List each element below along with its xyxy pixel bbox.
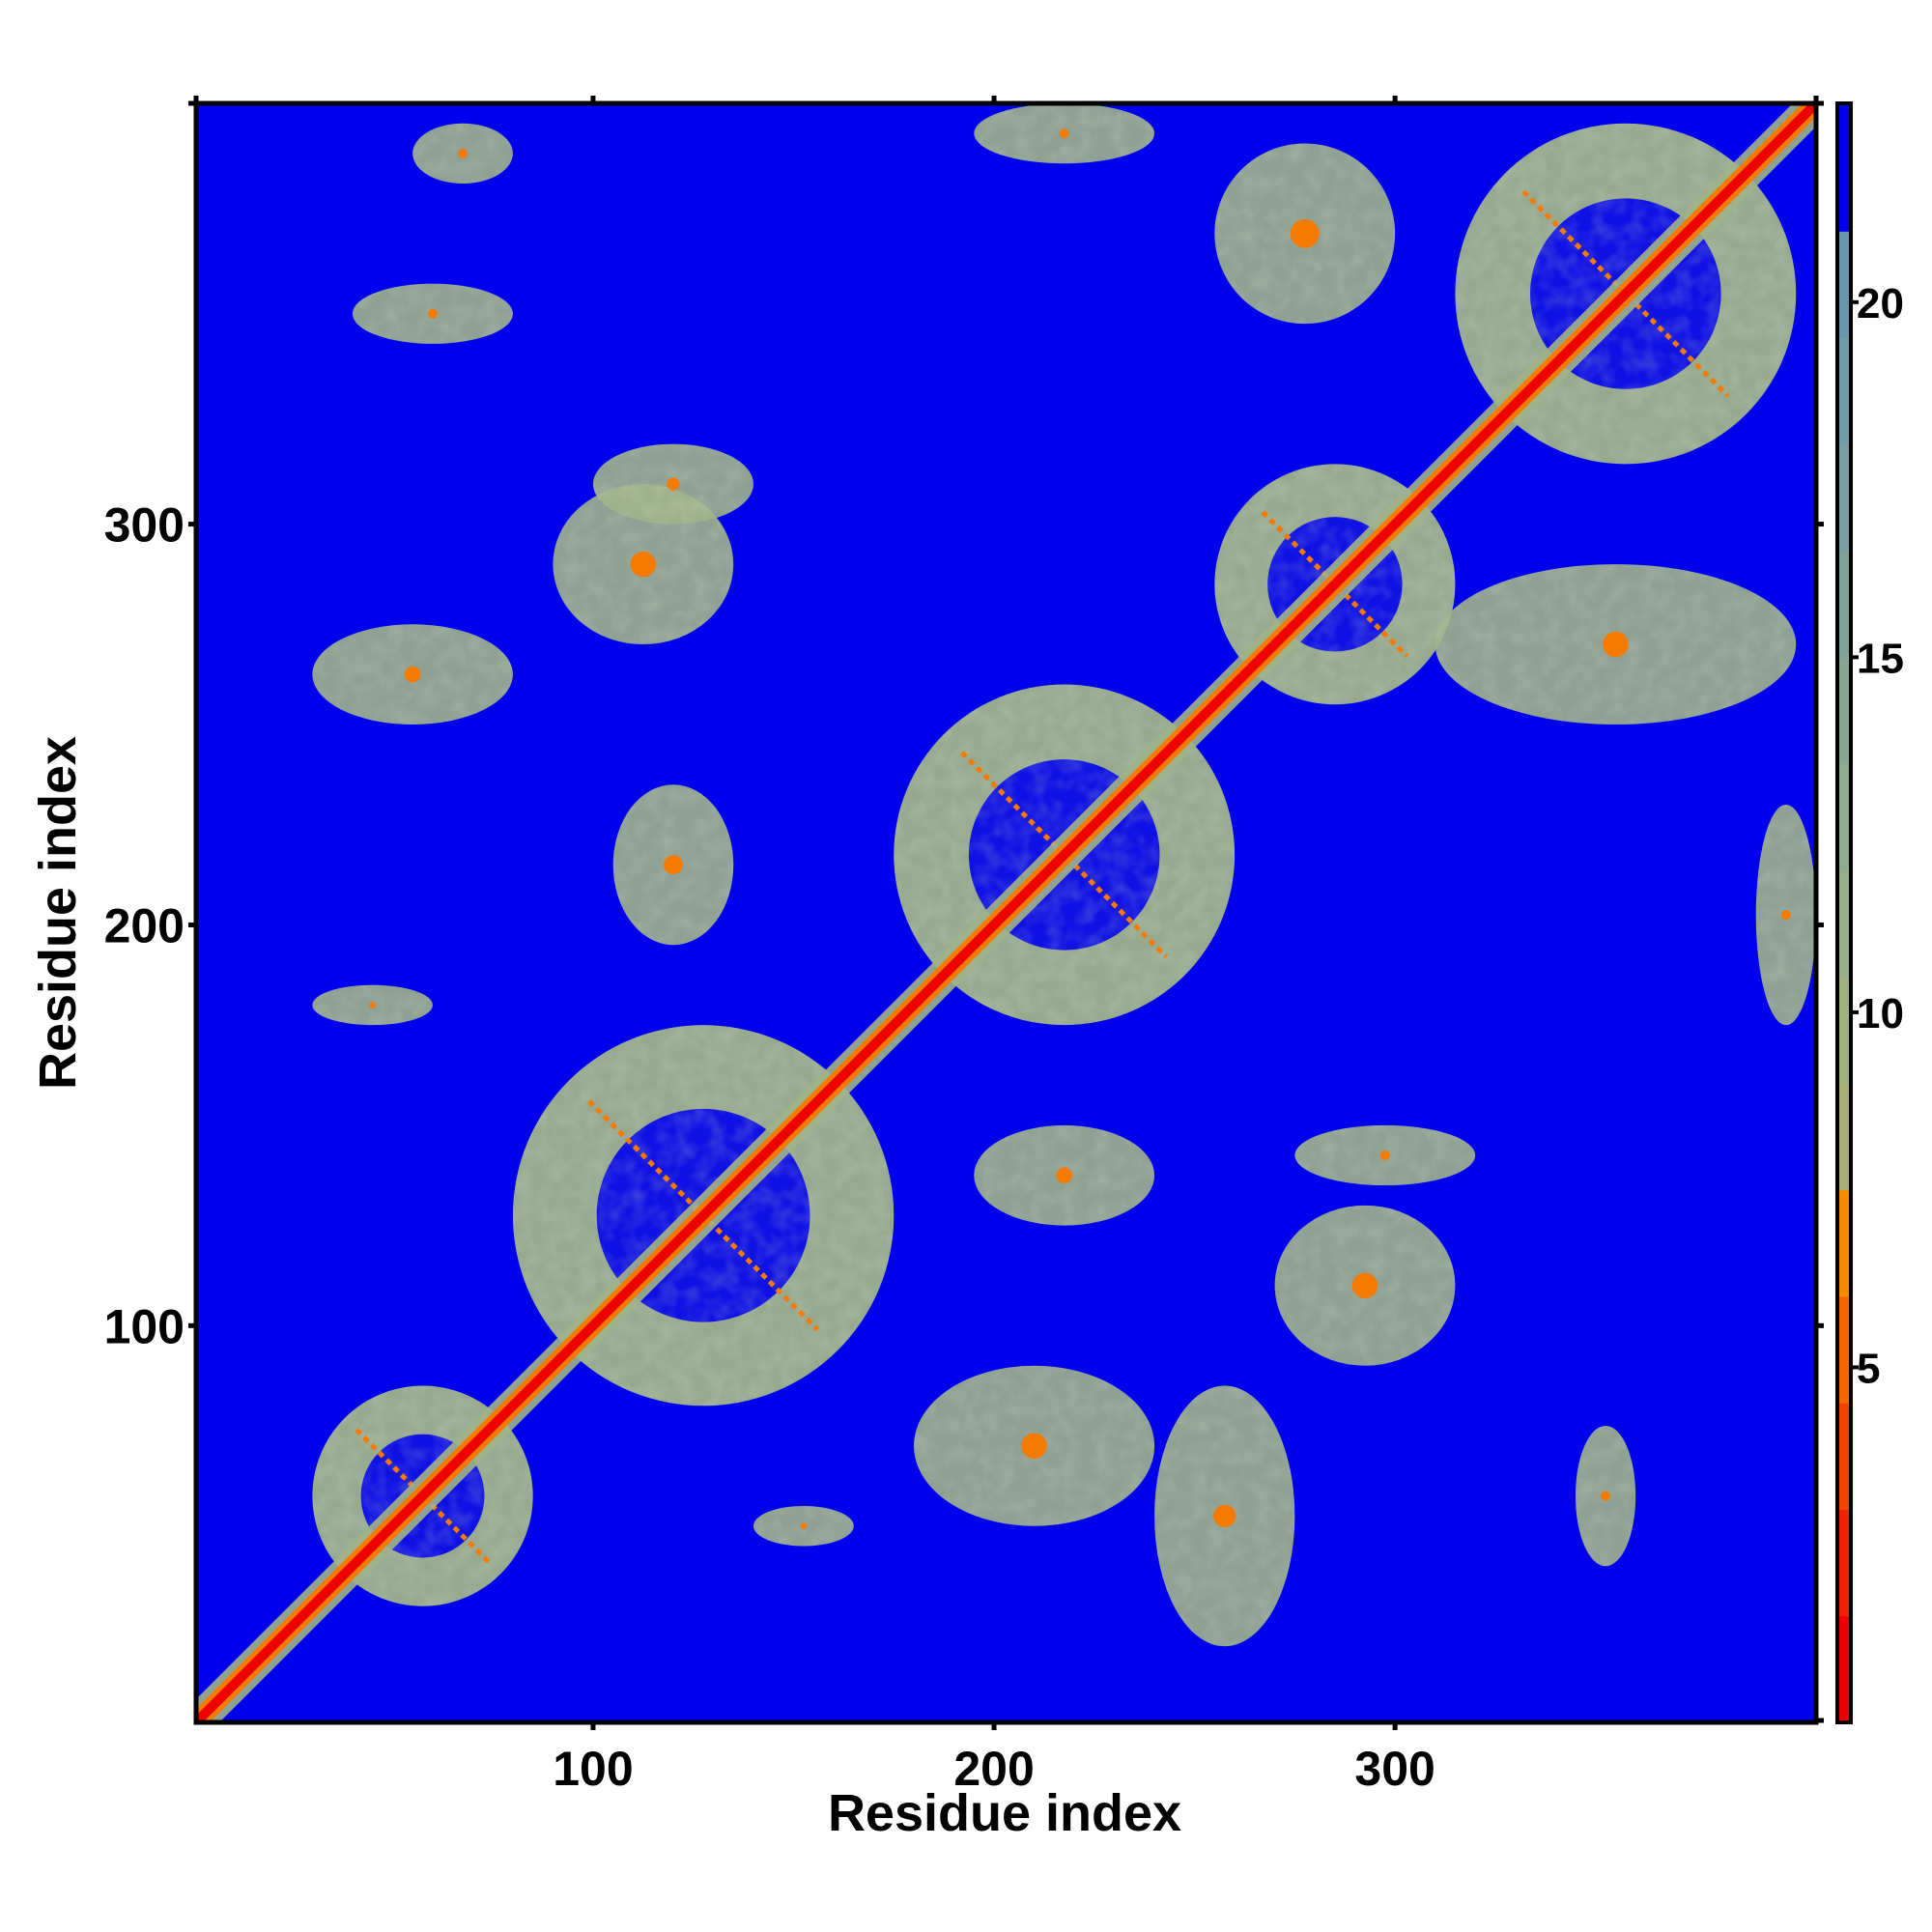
colorbar-frame: [1835, 101, 1853, 1724]
contact-cluster: [312, 624, 513, 725]
heatmap-plot-area: [196, 103, 1816, 1722]
close-contact-dot: [1059, 128, 1069, 139]
contact-cluster: [1154, 1385, 1295, 1647]
contact-cluster: [914, 1365, 1155, 1526]
close-contact-dot: [664, 855, 683, 875]
colorbar-band: [1837, 1083, 1851, 1191]
x-axis-title: Residue index: [828, 1784, 1181, 1842]
diagonal-band: [196, 103, 1816, 1722]
close-contact-dot: [1780, 910, 1791, 921]
colorbar-tick-label: 10: [1857, 990, 1904, 1037]
colorbar-band: [1837, 337, 1851, 445]
contact-cluster: [612, 784, 734, 946]
close-contact-dot: [1601, 1491, 1611, 1501]
colorbar-band: [1837, 443, 1851, 552]
close-contact-streak: [1521, 189, 1730, 398]
close-contact-dot: [630, 551, 657, 578]
close-contact-dot: [1351, 1272, 1378, 1299]
top-axis-ticks: [193, 96, 1819, 103]
x-tick-label: 100: [553, 1742, 633, 1796]
close-contact-streak: [960, 751, 1169, 959]
colorbar-tick-label: 15: [1857, 635, 1904, 682]
x-axis-ticks: 100 200 300: [553, 1722, 1435, 1796]
colorbar-band: [1837, 1403, 1851, 1510]
contact-cluster: [1435, 564, 1797, 725]
contact-cluster: [1755, 804, 1816, 1026]
contact-cluster: [553, 484, 734, 645]
contact-cluster: [753, 1505, 854, 1547]
close-contact-dot: [458, 148, 469, 158]
colorbar-tick-label: 5: [1857, 1345, 1880, 1392]
close-contact-dot: [427, 308, 438, 319]
contact-cluster: [312, 984, 433, 1026]
contact-cluster: [352, 283, 513, 344]
contact-cluster: [1575, 1426, 1636, 1567]
x-tick-label: 300: [1354, 1742, 1435, 1796]
colorbar-tick-label: 20: [1857, 280, 1904, 327]
close-contact-dot: [1056, 1167, 1072, 1184]
close-contact-dot: [1603, 631, 1629, 658]
colorbar-band: [1837, 657, 1851, 765]
diagonal-core: [196, 103, 1816, 1722]
plot-frame: [193, 100, 1819, 1725]
y-axis-ticks: 100 200 300: [104, 100, 196, 1353]
x-tick-label: 200: [953, 1742, 1034, 1796]
colorbar-band: [1837, 1189, 1851, 1297]
right-axis-ticks: [1816, 100, 1824, 1723]
colorbar-band: [1837, 1615, 1851, 1723]
close-contact-dot: [667, 477, 680, 491]
close-contact-streak: [1261, 510, 1409, 659]
contact-cluster: [974, 1124, 1155, 1226]
close-contact-dot: [800, 1522, 808, 1530]
colorbar-band: [1837, 763, 1851, 871]
colorbar: 5 10 15 20: [1835, 101, 1904, 1724]
colorbar-band: [1837, 1509, 1851, 1617]
contact-cluster: [412, 123, 513, 184]
close-contact-dot: [1021, 1433, 1047, 1460]
y-axis-title: Residue index: [29, 736, 87, 1090]
colorbar-band: [1837, 869, 1851, 978]
contact-cluster: [1214, 143, 1396, 325]
colorbar-ticks: 5 10 15 20: [1851, 280, 1904, 1392]
y-tick-label: 100: [104, 1299, 185, 1353]
contact-cluster: [974, 103, 1155, 164]
colorbar-band: [1837, 231, 1851, 339]
close-contact-dot: [369, 1002, 376, 1009]
contact-cluster: [1274, 1205, 1456, 1366]
colorbar-band: [1837, 977, 1851, 1084]
colorbar-band: [1837, 1295, 1851, 1404]
close-contact-dot: [404, 666, 421, 683]
colorbar-band: [1837, 551, 1851, 658]
close-contact-dot: [1290, 218, 1320, 248]
y-tick-label: 200: [104, 898, 185, 952]
close-contact-dot: [1213, 1504, 1236, 1527]
colorbar-band: [1837, 103, 1851, 232]
contact-cluster: [1294, 1124, 1476, 1186]
y-tick-label: 300: [104, 498, 185, 553]
colorbar-bands: [1837, 103, 1851, 1723]
contact-cluster: [592, 443, 753, 525]
close-contact-dot: [1379, 1151, 1390, 1160]
